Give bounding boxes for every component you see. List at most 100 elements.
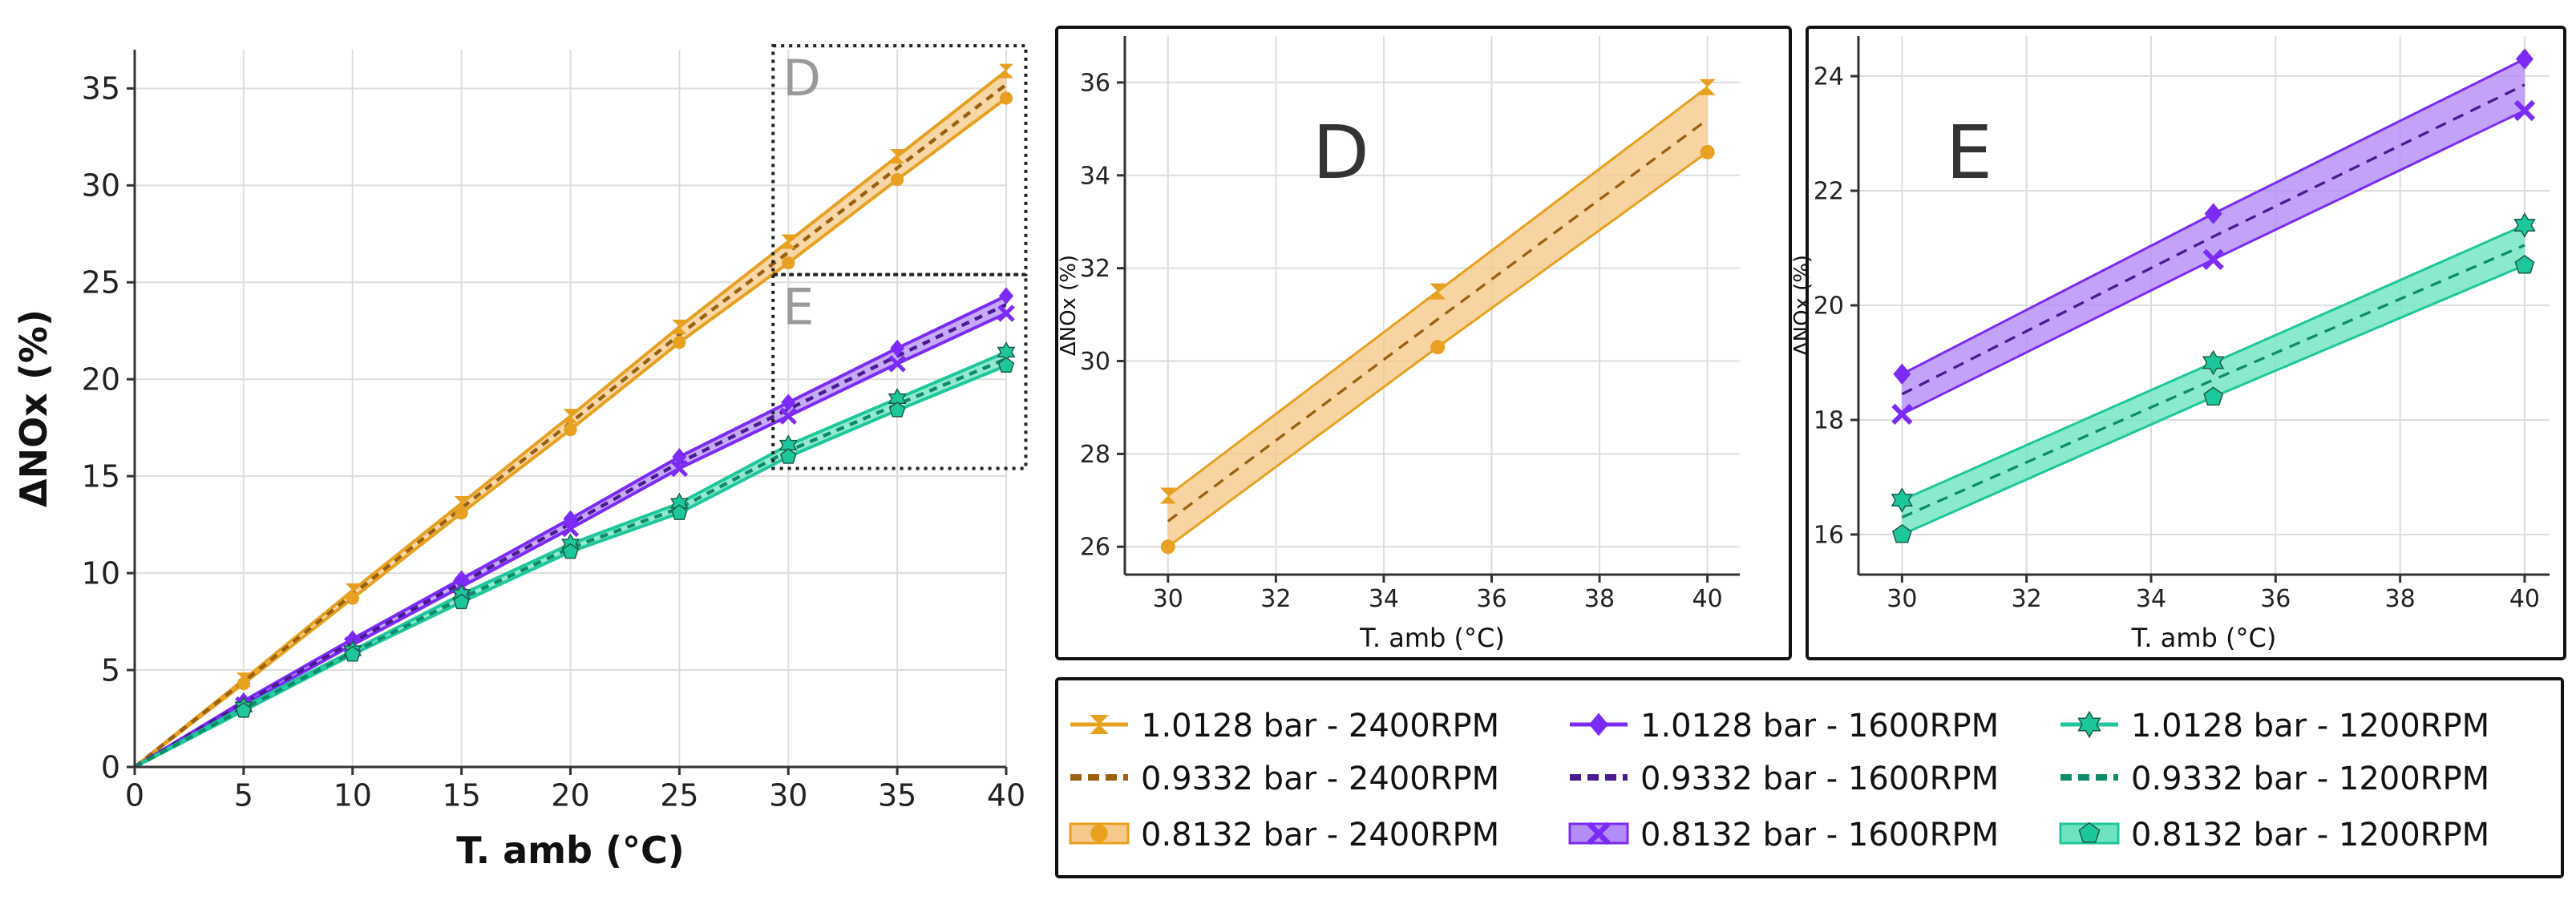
legend-frame: [1055, 677, 2564, 878]
marker-upper-2400RPM: [672, 319, 687, 334]
marker-lower-1200RPM: [997, 357, 1015, 373]
marker-upper-2400RPM: [563, 409, 578, 424]
legend-label: 1.0128 bar - 2400RPM: [1141, 708, 1499, 745]
legend-entry: 1.0128 bar - 2400RPM: [1070, 708, 1499, 745]
y-tick-label: 15: [82, 458, 120, 494]
marker-lower-1600RPM: [997, 305, 1015, 322]
legend-label: 0.9332 bar - 2400RPM: [1141, 761, 1499, 797]
y-tick-label: 34: [1080, 162, 1110, 190]
legend-marker-star: [2077, 710, 2101, 739]
legend-entry: 0.9332 bar - 2400RPM: [1070, 761, 1499, 797]
y-tick-label: 32: [1080, 255, 1110, 283]
legend-entry: 0.8132 bar - 2400RPM: [1069, 817, 1499, 854]
line-mid-1200RPM: [135, 357, 1006, 767]
y-tick-label: 30: [82, 168, 120, 204]
marker-lower-1600RPM: [561, 519, 580, 538]
marker-lower-1200RPM: [453, 593, 470, 610]
x-tick-label: 32: [2012, 585, 2042, 613]
marker-upper-1600RPM: [1893, 363, 1911, 385]
y-tick-label: 26: [1080, 534, 1110, 562]
legend-marker-circle: [1090, 825, 1108, 842]
marker-lower-2400RPM: [1700, 144, 1715, 159]
marker-upper-1200RPM: [2513, 212, 2536, 238]
marker-lower-1200RPM: [562, 543, 579, 559]
panel-title-d: D: [1312, 110, 1369, 196]
line-upper-2400RPM: [1167, 86, 1709, 497]
marker-lower-2400RPM: [1430, 340, 1446, 355]
y-tick-label: 24: [1814, 63, 1844, 91]
marker-upper-1600RPM: [672, 448, 687, 466]
marker-upper-1200RPM: [2202, 349, 2225, 376]
y-tick-label: 16: [1814, 521, 1844, 549]
legend-entry: 0.8132 bar - 1600RPM: [1568, 817, 1999, 854]
y-tick-label: 0: [101, 749, 120, 785]
marker-upper-1600RPM: [999, 287, 1013, 305]
y-axis-label: ΔNOx (%): [1790, 255, 1814, 356]
line-mid-2400RPM: [1167, 118, 1709, 523]
marker-upper-1600RPM: [781, 393, 796, 412]
panel-frame-e: [1806, 26, 2566, 660]
legend-label: 1.0128 bar - 1200RPM: [2131, 708, 2489, 745]
legend-entry: 1.0128 bar - 1600RPM: [1570, 708, 1999, 745]
marker-lower-1200RPM: [2514, 254, 2535, 274]
marker-lower-2400RPM: [455, 506, 468, 520]
marker-lower-1600RPM: [2202, 248, 2224, 270]
marker-upper-2400RPM: [999, 63, 1013, 79]
x-tick-label: 0: [125, 777, 144, 813]
marker-upper-2400RPM: [1430, 283, 1446, 300]
x-tick-label: 5: [234, 777, 253, 813]
legend-label: 1.0128 bar - 1600RPM: [1640, 708, 1999, 745]
marker-lower-2400RPM: [673, 336, 686, 349]
legend-entry: 0.9332 bar - 1200RPM: [2060, 761, 2489, 797]
marker-upper-2400RPM: [781, 234, 796, 249]
marker-upper-1600RPM: [890, 339, 905, 357]
x-tick-label: 15: [442, 777, 480, 813]
marker-lower-2400RPM: [564, 423, 577, 437]
marker-lower-2400RPM: [237, 676, 250, 691]
zoom-box-E: [771, 272, 1028, 470]
y-tick-label: 18: [1814, 406, 1844, 434]
x-tick-label: 20: [551, 777, 589, 813]
line-mid-1600RPM: [135, 303, 1006, 767]
zoom-chart-e: 30 32 34 36 38 40 16 18 20 22 24 T. amb (°C) ΔNOx (%…: [1790, 26, 2566, 660]
legend-label: 0.8132 bar - 1600RPM: [1640, 817, 1999, 854]
marker-upper-2400RPM: [454, 496, 469, 511]
y-tick-label: 20: [1814, 293, 1844, 321]
x-tick-label: 36: [1476, 585, 1506, 613]
line-mid-1200RPM: [1901, 244, 2525, 519]
marker-upper-1600RPM: [454, 570, 469, 588]
x-axis-label: T. amb (°C): [1359, 623, 1505, 653]
y-tick-label: 22: [1814, 178, 1844, 206]
marker-lower-2400RPM: [782, 256, 795, 270]
x-tick-label: 40: [1692, 585, 1723, 613]
marker-lower-1200RPM: [235, 702, 253, 718]
x-tick-label: 34: [1369, 585, 1399, 613]
main-chart: 0 5 10 15 20 25 30 35 40 0 5 10 15 20 25 30 35 T. amb (°C…: [12, 44, 1028, 872]
x-tick-label: 40: [2509, 585, 2540, 613]
marker-upper-2400RPM: [890, 149, 905, 164]
legend-label: 0.8132 bar - 1200RPM: [2131, 817, 2489, 854]
marker-lower-1200RPM: [2203, 386, 2224, 406]
panel-title-e: E: [1946, 110, 1992, 196]
marker-lower-1200RPM: [1892, 523, 1912, 543]
x-tick-label: 10: [334, 777, 372, 813]
x-tick-label: 30: [1153, 585, 1183, 613]
marker-lower-1600RPM: [888, 355, 906, 373]
marker-lower-1200RPM: [779, 448, 797, 464]
marker-upper-2400RPM: [1159, 487, 1176, 504]
x-tick-label: 32: [1260, 585, 1291, 613]
x-tick-label: 35: [878, 777, 916, 813]
legend-marker-cross: [1587, 821, 1611, 845]
x-axis-label: T. amb (°C): [2131, 623, 2277, 653]
marker-lower-2400RPM: [1160, 539, 1175, 555]
marker-upper-1200RPM: [1891, 487, 1913, 513]
legend-marker-diamond: [1589, 712, 1608, 737]
y-tick-label: 5: [101, 652, 120, 688]
y-tick-label: 30: [1080, 348, 1110, 376]
plot-area: [1167, 86, 1709, 548]
x-tick-label: 36: [2260, 585, 2291, 613]
legend-marker-hourglass: [1090, 715, 1109, 734]
y-tick-label: 28: [1080, 441, 1110, 469]
y-tick-label: 25: [82, 265, 120, 301]
